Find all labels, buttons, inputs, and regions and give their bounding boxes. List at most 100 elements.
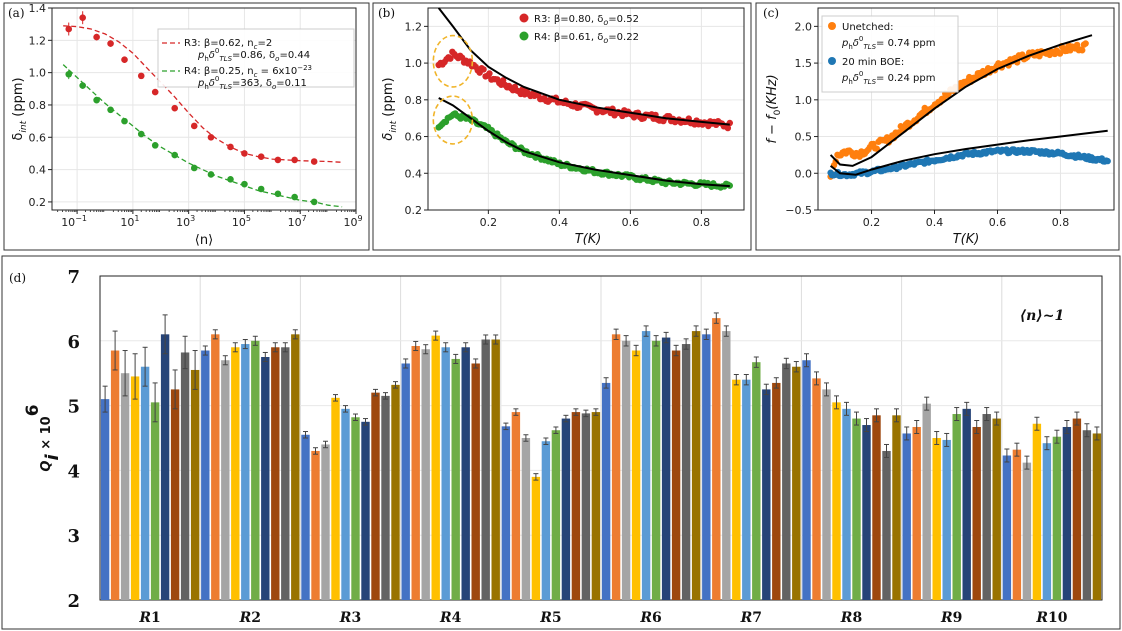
text-part: (ppm): [381, 77, 396, 120]
data-point-r3: [274, 156, 282, 164]
data-point-r3: [291, 156, 298, 164]
text-part: 6: [23, 404, 43, 416]
bar-r10: [1022, 462, 1032, 600]
legend-marker: [828, 22, 836, 30]
category-label: R4: [439, 610, 462, 626]
bar-r5: [531, 476, 541, 600]
bar-r1: [150, 402, 160, 600]
panel-c-frame: [755, 2, 1120, 251]
text-part: T(K): [953, 232, 980, 247]
panel-a-frame: [3, 2, 370, 251]
legend-marker: [519, 13, 529, 23]
bar-r8: [842, 408, 851, 600]
data-point-r3: [137, 72, 145, 80]
category-label: R6: [639, 610, 661, 626]
bar-r4: [471, 363, 480, 600]
axes-frame: [817, 7, 1115, 211]
bar-r3: [351, 417, 360, 600]
bar-r1: [160, 334, 170, 600]
data-point-r4: [79, 82, 86, 89]
text-part: h: [204, 55, 208, 63]
panel-label: (c): [763, 6, 779, 20]
x-tick-label: 0.8: [1052, 216, 1070, 229]
text-part: TLS: [219, 83, 232, 91]
text-part: p: [841, 38, 848, 49]
bar-r7: [782, 363, 791, 600]
data-point-unetched: [1056, 50, 1064, 57]
bar-r6: [661, 337, 671, 600]
x-tick-label: 0.6: [989, 216, 1007, 229]
text-part: R: [840, 610, 853, 626]
y-label-sub: int: [19, 120, 29, 132]
text-part: h: [848, 43, 852, 51]
bar-r4: [411, 345, 420, 600]
text-part: R: [1035, 610, 1048, 626]
data-point-r4: [257, 185, 265, 193]
x-tick-exponent: 5: [246, 214, 251, 223]
y-tick-label: 2: [67, 591, 80, 612]
data-point-r3: [257, 153, 265, 160]
text-part: =0.86, δ: [232, 50, 275, 61]
data-point-r4: [241, 180, 248, 188]
data-point-r4: [93, 96, 100, 104]
bar-r5: [571, 412, 581, 600]
data-point-unetched: [1082, 40, 1089, 47]
x-tick-label: 103: [176, 214, 195, 229]
data-point-r3: [93, 33, 100, 41]
bar-r5: [561, 418, 571, 600]
legend-entry: R3: β=0.80, δo=0.52: [534, 14, 639, 27]
data-point-r3: [65, 25, 73, 33]
category-label: R3: [339, 610, 361, 626]
bar-r5: [591, 412, 601, 600]
text-part: c: [254, 43, 258, 51]
text-part: R: [138, 610, 151, 626]
bar-r2: [291, 334, 300, 600]
text-part: δ: [853, 73, 859, 84]
bar-r4: [441, 347, 450, 600]
bar-r1: [190, 369, 200, 600]
bar-r7: [752, 362, 761, 600]
data-point-r4: [190, 164, 198, 172]
legend-line-2: phδ0TLS=0.86, δo=0.44: [197, 47, 310, 63]
text-part: o: [603, 36, 608, 45]
bar-r8: [862, 425, 871, 600]
text-part: =363, δ: [232, 78, 272, 89]
bar-r7: [702, 334, 711, 600]
bar-r10: [1062, 426, 1072, 600]
y-tick-label: 0.5: [795, 131, 813, 144]
text-part: o: [275, 55, 279, 63]
fit-line: [829, 129, 1108, 176]
bar-r5: [521, 438, 531, 600]
text-part: 0: [215, 47, 219, 55]
data-point-r4: [274, 190, 282, 198]
bar-r8: [822, 389, 831, 600]
bar-r10: [1072, 418, 1082, 600]
bar-r8: [892, 415, 901, 600]
category-label: R9: [940, 610, 962, 626]
bar-r4: [401, 363, 410, 600]
text-part: δ: [853, 38, 859, 49]
text-part: R: [740, 610, 753, 626]
bar-r3: [301, 434, 310, 600]
data-point-r4: [291, 193, 298, 201]
panel-c: −0.5 0.0 0.5 1.0 1.5 2.0 0.2 0.4 0.6 0.8 T(K) f − f…: [763, 6, 1115, 247]
text-part: R: [439, 610, 452, 626]
text-part: p: [197, 78, 204, 89]
bar-r6: [641, 331, 651, 600]
text-part: R: [539, 610, 552, 626]
text-part: f: [765, 113, 780, 120]
y-tick-label: 0.4: [405, 167, 423, 180]
bar-r2: [231, 347, 240, 600]
text-part: −23: [297, 64, 312, 72]
text-part: δ: [381, 133, 396, 141]
data-point-r3: [207, 133, 215, 141]
bar-r3: [391, 384, 400, 600]
y-tick-label: 4: [67, 461, 80, 482]
bar-r6: [691, 331, 701, 600]
text-part: = 0.24 ppm: [876, 73, 935, 84]
y-tick-label: 3: [67, 526, 80, 547]
bar-r9: [902, 433, 911, 600]
text-part: R4: β=0.25, n: [184, 66, 254, 77]
y-tick-label: 0.6: [29, 131, 47, 144]
bar-r9: [992, 418, 1001, 600]
